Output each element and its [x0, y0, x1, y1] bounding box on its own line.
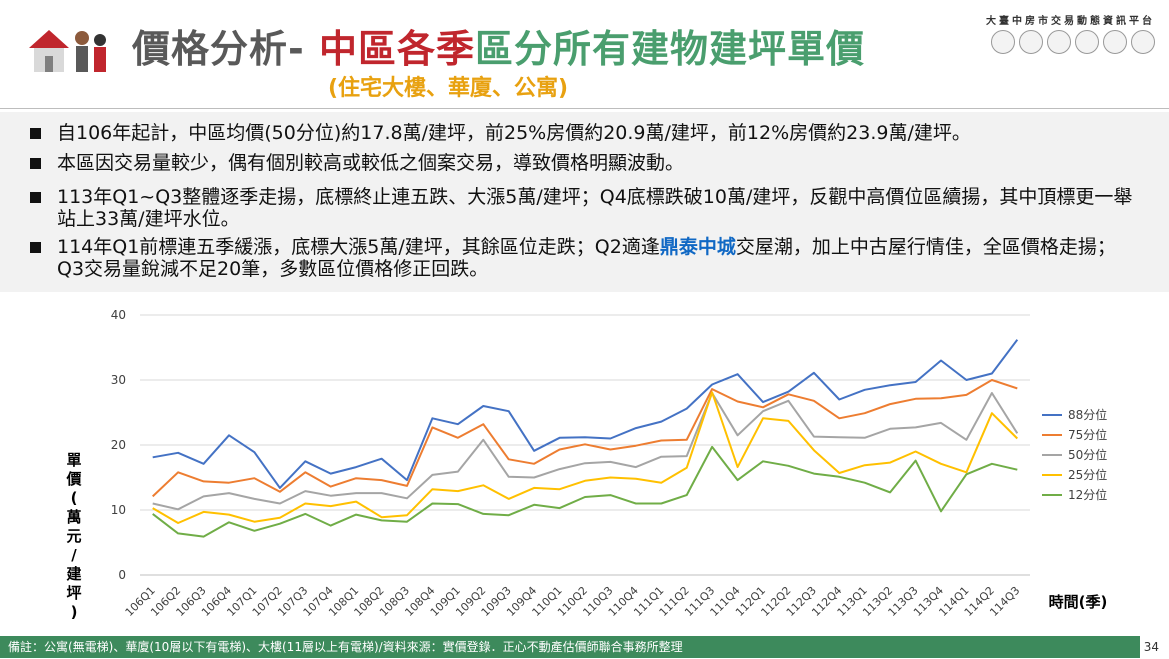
bullet-square-icon — [30, 128, 41, 139]
page-title: 價格分析- 中區各季區分所有建物建坪單價 — [132, 18, 865, 73]
series-line — [152, 339, 1019, 489]
y-tick-label: 0 — [118, 568, 126, 582]
price-line-chart: 010203040106Q1106Q2106Q3106Q4107Q1107Q21… — [65, 308, 1108, 621]
header: 價格分析- 中區各季區分所有建物建坪單價 (住宅大樓、華廈、公寓) 大臺中房市交… — [0, 0, 1169, 108]
bullet-text: 本區因交易量較少，偶有個別較高或較低之個案交易，導致價格明顯波動。 — [57, 152, 685, 174]
y-tick-label: 40 — [111, 308, 126, 322]
logo-2-icon — [1019, 30, 1043, 54]
bullet-text-after: 交屋潮，加上中古屋行情佳，全區價格走揚；Q3交易量銳減不足20筆，多數區位價格修… — [57, 236, 1116, 280]
title-part-1: 價格分析- — [132, 27, 320, 71]
y-tick-label: 10 — [111, 503, 126, 517]
brand-text: 大臺中房市交易動態資訊平台 — [986, 16, 1155, 27]
highlight-project-name: 鼎泰中城 — [659, 236, 736, 258]
page-number: 34 — [1143, 640, 1159, 654]
series-line — [152, 391, 1019, 524]
logo-5-icon — [1103, 30, 1127, 54]
page-subtitle: (住宅大樓、華廈、公寓) — [328, 76, 569, 101]
bullet-item: 自106年起計，中區均價(50分位)約17.8萬/建坪，前25%房價約20.9萬… — [30, 122, 1140, 144]
bullet-square-icon — [30, 158, 41, 169]
partner-logos — [991, 30, 1155, 54]
bullet-item: 113年Q1~Q3整體逐季走揚，底標終止連五跌、大漲5萬/建坪；Q4底標跌破10… — [30, 186, 1140, 230]
bullet-text-before: 114年Q1前標連五季緩漲，底標大漲5萬/建坪，其餘區位走跌；Q2適逢 — [57, 236, 660, 258]
legend-label: 75分位 — [1068, 427, 1107, 442]
house-illustration-icon — [29, 30, 106, 72]
legend-label: 12分位 — [1068, 487, 1107, 502]
logo-3-icon — [1047, 30, 1071, 54]
logo-1-icon — [991, 30, 1015, 54]
series-line — [152, 379, 1018, 498]
logo-4-icon — [1075, 30, 1099, 54]
bullet-item: 114年Q1前標連五季緩漲，底標大漲5萬/建坪，其餘區位走跌；Q2適逢鼎泰中城交… — [30, 236, 1140, 280]
legend-label: 50分位 — [1068, 447, 1107, 462]
y-tick-label: 30 — [111, 373, 126, 387]
logo-6-icon — [1131, 30, 1155, 54]
y-axis-label: 單價(萬元/建坪) — [65, 451, 82, 621]
bullet-text: 114年Q1前標連五季緩漲，底標大漲5萬/建坪，其餘區位走跌；Q2適逢鼎泰中城交… — [57, 236, 1140, 280]
bullet-square-icon — [30, 192, 41, 203]
bullet-item: 本區因交易量較少，偶有個別較高或較低之個案交易，導致價格明顯波動。 — [30, 152, 1140, 174]
bullet-text: 自106年起計，中區均價(50分位)約17.8萬/建坪，前25%房價約20.9萬… — [57, 122, 971, 144]
title-part-2: 中區各季 — [319, 27, 476, 71]
header-divider — [0, 108, 1169, 109]
series-line — [152, 392, 1019, 511]
bullet-panel: 自106年起計，中區均價(50分位)約17.8萬/建坪，前25%房價約20.9萬… — [0, 112, 1169, 292]
footer-note: 備註：公寓(無電梯)、華廈(10層以下有電梯)、大樓(11層以上有電梯)/資料來… — [0, 636, 1140, 658]
bullet-square-icon — [30, 242, 41, 253]
title-part-3: 區分所有建物建坪單價 — [475, 27, 866, 71]
y-tick-label: 20 — [111, 438, 126, 452]
legend-label: 88分位 — [1068, 407, 1107, 422]
legend-label: 25分位 — [1068, 467, 1107, 482]
series-line — [152, 445, 1018, 538]
bullet-text: 113年Q1~Q3整體逐季走揚，底標終止連五跌、大漲5萬/建坪；Q4底標跌破10… — [57, 186, 1133, 230]
x-axis-label: 時間(季) — [1049, 593, 1108, 611]
